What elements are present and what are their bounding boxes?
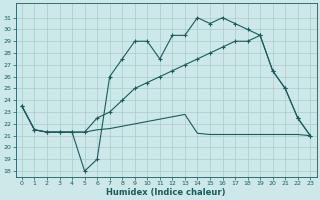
X-axis label: Humidex (Indice chaleur): Humidex (Indice chaleur) — [106, 188, 226, 197]
